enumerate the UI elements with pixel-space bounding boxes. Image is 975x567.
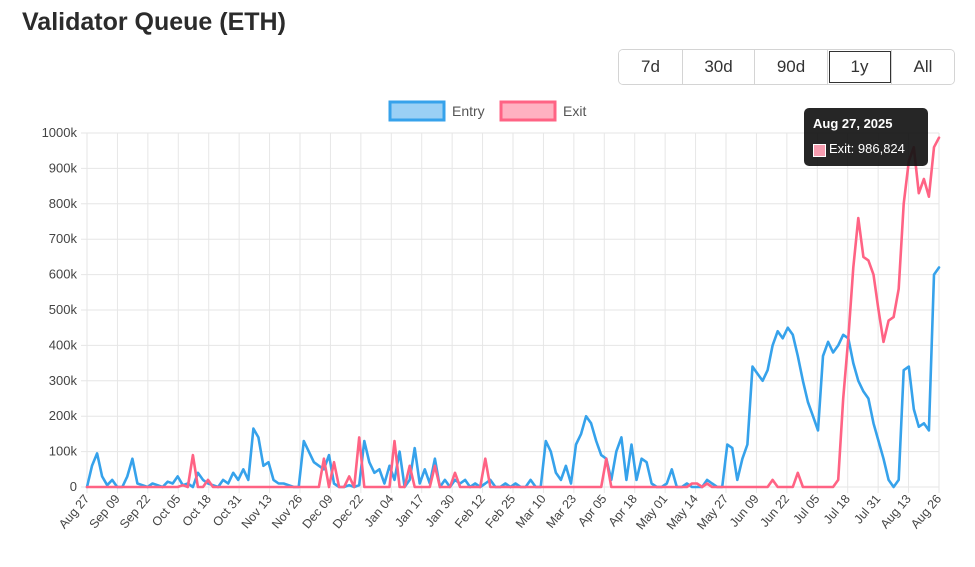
x-tick-label: Feb 25 bbox=[483, 492, 519, 531]
legend-label-entry: Entry bbox=[452, 103, 485, 119]
chart-legend: Entry Exit bbox=[388, 100, 586, 122]
x-tick-label: Jan 30 bbox=[423, 492, 458, 530]
x-tick-label: Jan 17 bbox=[392, 492, 427, 530]
x-tick-label: Aug 13 bbox=[878, 492, 914, 531]
y-tick-label: 200k bbox=[49, 408, 78, 423]
y-tick-label: 700k bbox=[49, 231, 78, 246]
range-7d-button[interactable]: 7d bbox=[619, 50, 683, 84]
range-all-button[interactable]: All bbox=[892, 50, 954, 84]
y-tick-label: 400k bbox=[49, 337, 78, 352]
x-tick-label: Jun 22 bbox=[757, 492, 792, 530]
legend-label-exit: Exit bbox=[563, 103, 586, 119]
y-tick-label: 900k bbox=[49, 160, 78, 175]
x-tick-label: Mar 23 bbox=[543, 492, 579, 531]
x-tick-label: Sep 09 bbox=[87, 492, 123, 531]
legend-swatch-exit bbox=[499, 100, 557, 122]
x-tick-label: Nov 26 bbox=[269, 492, 305, 531]
x-tick-label: May 27 bbox=[694, 492, 731, 532]
y-tick-label: 500k bbox=[49, 302, 78, 317]
range-90d-button[interactable]: 90d bbox=[755, 50, 828, 84]
x-tick-label: Jun 09 bbox=[727, 492, 762, 530]
legend-swatch-entry bbox=[388, 100, 446, 122]
chart-series bbox=[85, 136, 941, 489]
x-tick-label: Nov 13 bbox=[239, 492, 275, 531]
chart-tooltip: Aug 27, 2025 Exit: 986,824 bbox=[804, 108, 928, 166]
x-tick-label: Aug 27 bbox=[56, 492, 92, 531]
page-title: Validator Queue (ETH) bbox=[22, 8, 286, 36]
y-tick-label: 100k bbox=[49, 444, 78, 459]
range-1y-button[interactable]: 1y bbox=[828, 50, 892, 84]
y-tick-label: 300k bbox=[49, 373, 78, 388]
x-tick-label: Mar 10 bbox=[513, 492, 549, 531]
y-tick-label: 1000k bbox=[42, 125, 78, 140]
x-tick-label: Jul 05 bbox=[790, 492, 822, 527]
chart-grid bbox=[81, 132, 940, 493]
x-tick-label: Aug 26 bbox=[908, 492, 944, 531]
x-tick-label: Sep 22 bbox=[117, 492, 153, 531]
y-axis-ticks: 0 100k 200k 300k 400k 500k 600k 700k 800k 900k 100… bbox=[42, 125, 78, 494]
x-tick-label: Feb 12 bbox=[452, 492, 488, 531]
x-tick-label: May 01 bbox=[633, 492, 670, 532]
tooltip-date: Aug 27, 2025 bbox=[813, 116, 893, 131]
range-30d-button[interactable]: 30d bbox=[683, 50, 755, 84]
y-tick-label: 800k bbox=[49, 196, 78, 211]
tooltip-exit-swatch bbox=[813, 144, 826, 157]
x-tick-label: Dec 09 bbox=[300, 492, 336, 531]
series-line-entry bbox=[85, 266, 941, 489]
y-tick-label: 600k bbox=[49, 267, 78, 282]
series-line-exit bbox=[85, 136, 941, 489]
x-tick-label: Oct 05 bbox=[149, 492, 183, 529]
x-tick-label: Jan 04 bbox=[362, 492, 397, 530]
x-tick-label: Apr 05 bbox=[575, 492, 609, 529]
time-range-selector: 7d 30d 90d 1y All bbox=[618, 49, 955, 85]
tooltip-value: Exit: 986,824 bbox=[829, 141, 905, 156]
x-tick-label: May 14 bbox=[664, 492, 701, 532]
x-tick-label: Dec 22 bbox=[330, 492, 366, 531]
x-tick-label: Oct 18 bbox=[180, 492, 214, 529]
y-tick-label: 0 bbox=[70, 479, 77, 494]
x-tick-label: Jul 18 bbox=[821, 492, 853, 527]
